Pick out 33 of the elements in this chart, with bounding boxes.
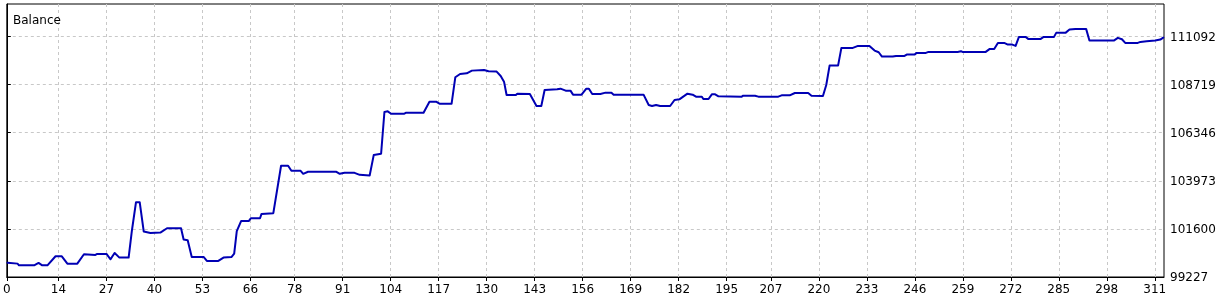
y-tick-label: 111092 [1170,29,1216,44]
x-tick-label: 182 [667,282,691,296]
x-tick-label: 311 [1143,282,1167,296]
x-tick-label: 104 [379,282,403,296]
x-tick-label: 156 [571,282,595,296]
y-tick-label: 106346 [1170,125,1216,140]
x-tick-label: 40 [146,282,163,296]
y-tick-label: 101600 [1170,221,1216,236]
x-tick-label: 27 [98,282,115,296]
x-tick-label: 259 [951,282,975,296]
x-tick-label: 195 [715,282,739,296]
y-tick-label: 108719 [1170,77,1216,92]
x-tick-label: 0 [3,282,11,296]
x-tick-label: 66 [242,282,259,296]
x-tick-label: 130 [475,282,499,296]
y-tick-label: 103973 [1170,173,1216,188]
x-tick-label: 233 [855,282,879,296]
text: Balance [13,13,61,27]
line-series [6,27,1165,267]
x-tick-label: 298 [1095,282,1119,296]
x-tick-label: 117 [427,282,451,296]
x-tick-label: 207 [759,282,783,296]
y-tick-label: 99227 [1170,270,1209,284]
x-tick-label: 220 [807,282,831,296]
x-tick-label: 14 [50,282,67,296]
x-tick-label: 143 [523,282,547,296]
x-tick-label: 91 [335,282,351,296]
x-tick-label: 169 [619,282,643,296]
x-tick-label: 78 [287,282,303,296]
x-tick-label: 285 [1047,282,1071,296]
x-tick-label: 272 [999,282,1023,296]
x-tick-label: 246 [903,282,927,296]
x-tick-label: 53 [194,282,211,296]
